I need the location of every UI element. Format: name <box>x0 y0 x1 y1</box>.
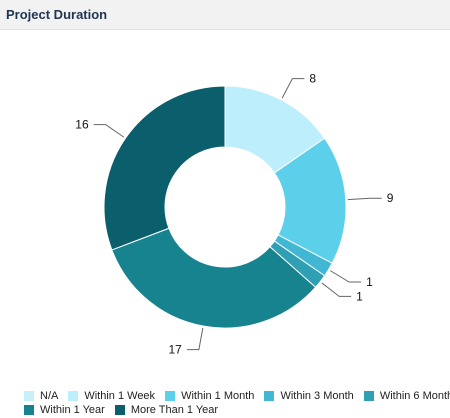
data-label-within-3-month: 1 <box>366 275 373 289</box>
legend-row: N/A Within 1 Week Within 1 Month Within 3 M… <box>24 389 450 403</box>
slice-within-1-year[interactable] <box>111 227 317 329</box>
legend-item-within-3-month[interactable]: Within 3 Month <box>264 389 354 403</box>
legend-label: More Than 1 Year <box>130 404 219 416</box>
legend-swatch <box>264 391 275 401</box>
panel-header: Project Duration <box>0 0 450 30</box>
chart-area: 8 9 1 1 17 16 <box>0 30 450 418</box>
leader-line-within-1-month <box>347 197 382 201</box>
slice-more-than-1-year[interactable] <box>103 85 226 251</box>
legend-swatch <box>68 391 79 401</box>
legend-swatch <box>24 391 34 401</box>
legend-swatch <box>114 405 125 415</box>
donut-chart: 8 9 11 17 16 <box>75 72 394 357</box>
legend-label: Within 1 Week <box>84 390 156 402</box>
legend-label: Within 3 Month <box>280 390 354 402</box>
data-label-within-6-month: 1 <box>356 289 363 303</box>
panel-title: Project Duration <box>6 7 108 22</box>
legend-label: Within 6 Month <box>379 390 450 402</box>
leader-line-more-than-1-year <box>93 124 125 138</box>
data-label-within-1-year: 17 <box>169 343 183 357</box>
leader-line-within-3-month <box>330 270 362 283</box>
data-label-within-1-week: 8 <box>309 72 316 86</box>
data-label-within-1-month: 9 <box>387 191 394 205</box>
legend-label: Within 1 Year <box>40 404 105 416</box>
legend-item-within-1-week[interactable]: Within 1 Week <box>68 389 155 403</box>
legend-swatch <box>24 405 34 415</box>
legend-item-within-1-year[interactable]: Within 1 Year <box>24 403 105 417</box>
legend-label: N/A <box>40 390 59 402</box>
legend-swatch <box>363 391 374 401</box>
legend-swatch <box>165 391 176 401</box>
leader-line-within-1-year <box>186 327 204 351</box>
legend-row: Within 1 Year More Than 1 Year <box>24 403 444 417</box>
legend-item-within-6-month[interactable]: Within 6 Month <box>363 389 450 403</box>
chart-legend: N/A Within 1 Week Within 1 Month Within 3 M… <box>24 389 450 417</box>
data-label-more-than-1-year: 16 <box>75 118 89 132</box>
legend-item-n-a[interactable]: N/A <box>24 389 58 403</box>
leader-line-within-1-week <box>281 78 305 99</box>
legend-label: Within 1 Month <box>181 390 255 402</box>
leader-line-within-6-month <box>321 282 352 297</box>
legend-item-more-than-1-year[interactable]: More Than 1 Year <box>114 403 219 417</box>
legend-item-within-1-month[interactable]: Within 1 Month <box>165 389 254 403</box>
